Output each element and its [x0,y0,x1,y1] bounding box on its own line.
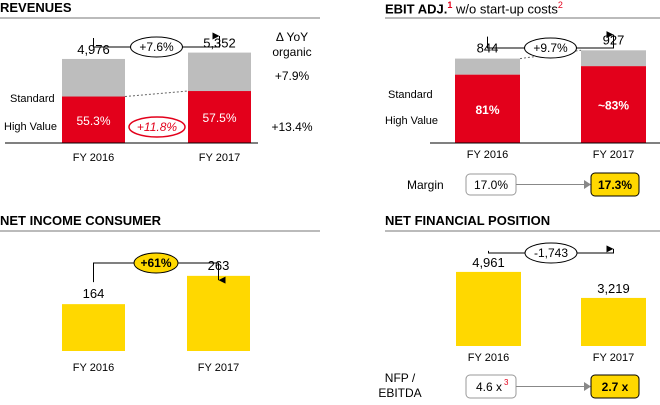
ratio-label-ebitda: EBITDA [378,386,421,400]
category-label: FY 2017 [199,152,240,164]
growth-pill [130,36,183,58]
high-value-bar [62,96,125,143]
standard-bar [581,50,646,67]
ebit-title: EBIT ADJ.1 w/o start-up costs2 [385,0,563,16]
growth-label: +9.7% [533,41,568,55]
ebit-title-footnote: 1 [447,0,453,10]
row-label-standard: Standard [388,89,433,101]
nfp-bar [456,271,521,346]
value-label: 4,961 [472,255,505,270]
ratio-label: NFP / [385,371,416,385]
growth-label: +61% [140,256,171,270]
nfp-title: NET FINANCIAL POSITION [385,213,551,228]
total-label: 4,976 [77,42,110,57]
margin-label: Margin [407,178,444,192]
ebit-title-rule [385,17,660,19]
yoy-header-organic: organic [272,45,311,59]
category-label: FY 2016 [468,352,509,364]
nfp-title-rule [385,230,660,232]
nfp-bar [581,297,646,346]
category-label: FY 2016 [73,362,114,374]
net-income-title: NET INCOME CONSUMER [0,213,162,228]
ratio-arrow-head [584,382,591,391]
row-label-standard: Standard [10,93,55,105]
net-income-bar [62,304,125,351]
yoy-header: Δ YoY [276,30,308,44]
standard-bar [455,58,520,75]
growth-label: -1,743 [534,246,568,260]
growth-label: +7.6% [139,40,174,54]
row-label-high-value: High Value [4,121,57,133]
revenues-title: REVENUES [0,0,72,15]
revenues-panel: REVENUES 55.3% 4,976 FY 2016 57.5% 5,352 FY 2… [0,0,320,200]
ratio-2017-box [590,374,640,399]
category-label: FY 2017 [198,362,239,374]
standard-bar [62,58,125,97]
standard-bar [188,52,251,92]
high-value-bar [455,74,520,143]
high-value-growth-label: +11.8% [137,120,177,134]
nfp-chart: 4,961 FY 2016 3,219 FY 2017 -1,743 NFP /EBITD… [378,242,646,400]
yoy-high-value: +13.4% [271,120,312,134]
growth-pill [133,252,179,274]
ebit-title-text: EBIT ADJ. [385,1,448,17]
ebit-panel: EBIT ADJ.1 w/o start-up costs2 81% 844 FY … [385,0,660,200]
high-value-bar [581,66,646,143]
ratio-2016-footnote: 3 [504,378,509,387]
margin-arrow-head [584,180,591,189]
net-income-title-rule [0,230,320,232]
margin-2017-box [590,172,640,197]
category-label: FY 2017 [593,149,634,161]
ratio-2016: 4.6 x [476,380,502,394]
net-income-bar [187,275,250,351]
net-income-panel: NET INCOME CONSUMER 164 FY 2016 263 FY 2017… [0,213,320,405]
category-label: FY 2017 [593,352,634,364]
connector-line [124,90,189,98]
category-label: FY 2016 [467,149,508,161]
growth-pill [524,242,578,264]
revenues-title-rule [0,17,320,19]
ebit-title-suffix: w/o start-up costs [452,1,558,17]
yoy-standard: +7.9% [275,69,310,83]
ratio-2017: 2.7 x [602,380,629,394]
high-value-share-label: 55.3% [76,114,110,128]
margin-2017: 17.3% [598,178,632,192]
growth-pill [524,37,577,59]
value-label: 164 [83,286,105,301]
high-value-share-label: 81% [475,103,499,117]
high-value-growth-oval [128,116,186,138]
value-label: 3,219 [597,281,630,296]
category-label: FY 2016 [73,152,114,164]
ebit-title-suffix-footnote: 2 [557,0,563,10]
high-value-share-label: 57.5% [202,111,236,125]
high-value-bar [188,91,251,143]
row-label-high-value: High Value [385,115,438,127]
high-value-share-label: ~83% [598,99,629,113]
margin-2016: 17.0% [474,178,508,192]
nfp-panel: NET FINANCIAL POSITION 4,961 FY 2016 3,219… [378,213,660,405]
